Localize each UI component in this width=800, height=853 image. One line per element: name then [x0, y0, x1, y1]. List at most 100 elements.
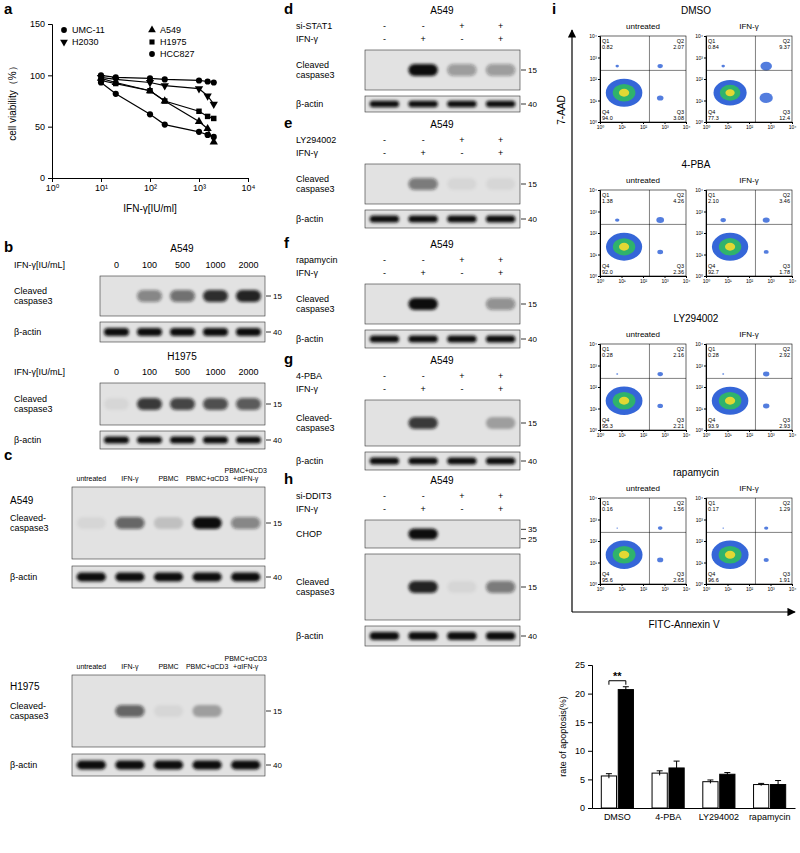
- condition-value: +: [420, 504, 425, 514]
- tick-label: 10¹: [95, 183, 108, 193]
- event-cluster: [760, 93, 773, 103]
- bands: [77, 517, 261, 529]
- tick-mark: [598, 498, 600, 499]
- series-marker: [205, 132, 211, 138]
- condition-value: +: [459, 371, 464, 381]
- bands: [370, 335, 516, 342]
- bands: [77, 761, 261, 770]
- event-cluster: [764, 558, 769, 562]
- condition-value: +: [459, 135, 464, 145]
- series-marker: [211, 134, 217, 140]
- condition-value: -: [460, 34, 463, 44]
- event-cluster: [613, 84, 636, 101]
- condition-value: +: [498, 21, 503, 31]
- tick-label: 10⁴: [789, 124, 797, 130]
- row-label-line: β-actin: [10, 760, 37, 770]
- condition-value: 0: [114, 367, 119, 377]
- band: [408, 101, 437, 107]
- tick-label: 10¹: [590, 98, 598, 104]
- condition-value: +: [459, 255, 464, 265]
- y-axis: 0510152025: [575, 660, 593, 813]
- band: [370, 581, 399, 593]
- event-cluster: [606, 233, 642, 261]
- tick-mark: [598, 190, 600, 191]
- group-title: 4-PBA: [682, 159, 711, 170]
- tick: 10³: [767, 122, 775, 130]
- blot-frame: [365, 452, 520, 470]
- tick-label: 100: [30, 71, 45, 81]
- row-label-line: caspase3: [10, 711, 49, 721]
- band: [236, 290, 261, 302]
- quadrant-value: 3.08: [673, 115, 684, 121]
- condition-value: -: [383, 148, 386, 158]
- size-marker: 15: [528, 419, 537, 428]
- panel-i: iDMSOuntreatedQ10.82Q22.07Q33.08Q494.010…: [552, 0, 796, 630]
- error-cap: [657, 770, 663, 771]
- tick-mark: [598, 387, 600, 388]
- legend-marker: [61, 27, 67, 33]
- band: [408, 632, 437, 640]
- condition-label: LY294002: [296, 135, 336, 145]
- legend: UMC-11H2030A549H1975HCC827: [60, 25, 194, 59]
- quadrant-value: 1.29: [779, 506, 790, 512]
- band: [236, 398, 261, 410]
- tick-label: 10⁰: [589, 581, 597, 587]
- tick-mark: [704, 233, 706, 234]
- tick-label: 10¹: [618, 278, 626, 284]
- tick: LY294002: [699, 808, 739, 822]
- event-cluster: [720, 218, 725, 222]
- lane-label-line: IFN-γ: [121, 663, 139, 671]
- events: [712, 372, 770, 415]
- tick: 10⁴: [695, 341, 706, 347]
- gate-line: [649, 498, 650, 584]
- tick: 10¹: [696, 252, 706, 258]
- row-label-line: Cleaved: [296, 60, 332, 70]
- tick-label: LY294002: [699, 812, 739, 822]
- tick: 5: [580, 775, 592, 785]
- y-axis-title: cell viability（%）: [7, 61, 18, 140]
- row-label-line: β-actin: [296, 214, 323, 224]
- quadrant-value: 92.0: [602, 269, 613, 275]
- tick-mark: [704, 563, 706, 564]
- row-label-line: β-actin: [10, 572, 37, 582]
- bands: [370, 528, 516, 539]
- panel-a: a10⁰10¹10²10³10⁴050100150IFN-γ[IU/ml]cel…: [4, 0, 256, 214]
- band: [115, 761, 144, 770]
- gate-line: [706, 224, 792, 225]
- event-cluster: [720, 85, 741, 101]
- tick-mark: [598, 58, 600, 59]
- tick-mark: [598, 79, 600, 80]
- band: [486, 417, 515, 429]
- band: [447, 101, 476, 107]
- gate-line: [706, 70, 792, 71]
- tick-label: 10²: [640, 586, 648, 592]
- condition-value: -: [383, 34, 386, 44]
- condition-value: +: [420, 268, 425, 278]
- band: [236, 436, 261, 443]
- tick-label: 10⁴: [242, 183, 256, 193]
- marker-dash: [266, 523, 271, 524]
- x-axis: 10⁰10¹10²10³10⁴: [703, 584, 797, 592]
- condition-value: +: [498, 135, 503, 145]
- blot-frame: [100, 276, 265, 316]
- series-line: [101, 80, 214, 118]
- panel-letter: h: [284, 470, 293, 487]
- tick-label: 10³: [193, 183, 206, 193]
- tick-label: 10: [575, 746, 585, 756]
- tick-label: 10²: [746, 278, 754, 284]
- error-cap: [674, 761, 680, 762]
- x-axis-title: IFN-γ[IU/ml]: [123, 203, 177, 214]
- blot-panel: hA549si-DDIT3--++IFN-γ-+-+CHOP3525Cleave…: [284, 470, 537, 646]
- lane-label: PBMC: [158, 663, 178, 670]
- tick-mark: [199, 178, 200, 182]
- size-marker: 40: [273, 436, 282, 445]
- marker-dash: [521, 70, 526, 71]
- row-label: Cleaved-caspase3: [296, 413, 335, 433]
- event-cluster: [606, 387, 643, 415]
- band: [137, 328, 162, 336]
- row-label: β-actin: [10, 760, 37, 770]
- tick-mark: [704, 520, 706, 521]
- tick: 10⁴: [789, 584, 797, 592]
- tick-label: 50: [35, 122, 45, 132]
- band: [447, 298, 476, 310]
